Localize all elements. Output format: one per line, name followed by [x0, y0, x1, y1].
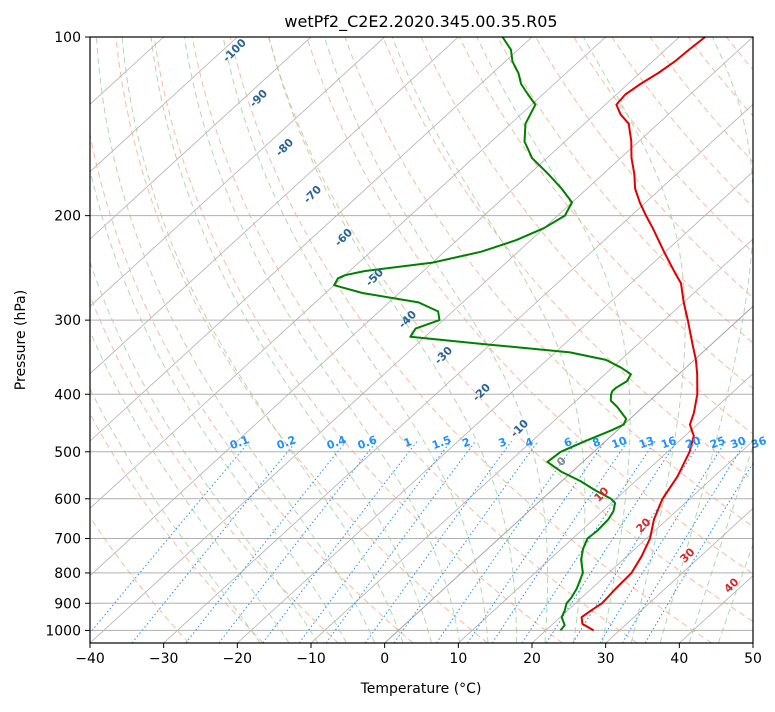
x-tick-label: −30: [149, 651, 179, 667]
y-axis-label: Pressure (hPa): [13, 290, 29, 390]
x-tick-label: 40: [670, 651, 688, 667]
y-tick-label: 300: [54, 313, 81, 329]
x-tick-label: 30: [597, 651, 615, 667]
y-tick-label: 900: [54, 596, 81, 612]
chart-title: wetPf2_C2E2.2020.345.00.35.R05: [284, 12, 557, 32]
x-tick-label: 50: [744, 651, 762, 667]
y-tick-label: 800: [54, 566, 81, 582]
y-tick-label: 600: [54, 492, 81, 508]
x-axis-label: Temperature (°C): [360, 681, 482, 697]
y-tick-label: 100: [54, 30, 81, 46]
x-tick-label: 0: [380, 651, 389, 667]
x-tick-label: 10: [449, 651, 467, 667]
x-tick-label: −20: [223, 651, 253, 667]
y-tick-label: 500: [54, 445, 81, 461]
x-tick-label: 20: [523, 651, 541, 667]
x-tick-label: −40: [75, 651, 105, 667]
y-tick-label: 1000: [45, 623, 81, 639]
y-tick-label: 200: [54, 209, 81, 225]
y-tick-label: 700: [54, 532, 81, 548]
x-tick-label: −10: [296, 651, 326, 667]
y-tick-label: 400: [54, 387, 81, 403]
